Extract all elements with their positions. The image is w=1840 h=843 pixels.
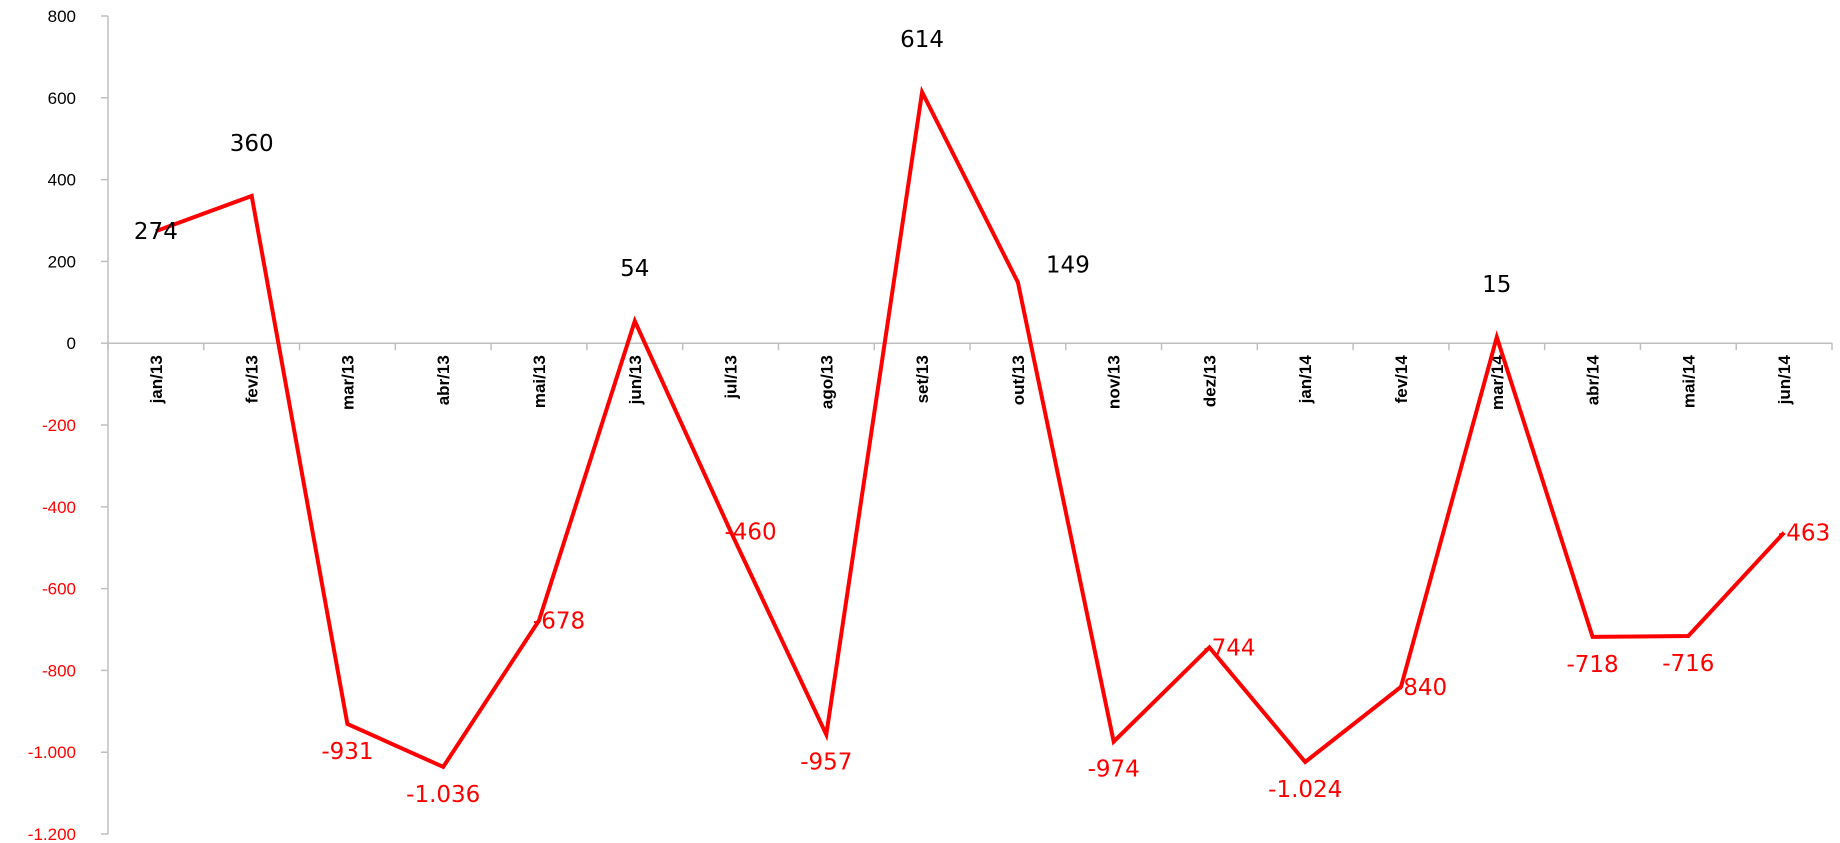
data-label: 54: [620, 256, 649, 282]
data-label: -716: [1662, 651, 1714, 677]
y-tick-label: -800: [42, 661, 76, 680]
data-label: 15: [1482, 272, 1511, 298]
y-tick-label: 800: [48, 7, 76, 26]
data-label: -974: [1088, 757, 1140, 783]
y-tick-label: -1.200: [28, 825, 76, 843]
data-label: 149: [1046, 252, 1090, 278]
x-tick-label: mai/14: [1679, 355, 1698, 408]
data-label: -931: [321, 739, 373, 765]
x-tick-label: jan/14: [1296, 355, 1315, 405]
data-label: 614: [900, 27, 944, 53]
x-tick-label: fev/14: [1392, 355, 1411, 404]
x-tick-label: mar/13: [338, 355, 357, 410]
y-tick-label: 0: [67, 334, 76, 353]
x-tick-label: jun/14: [1775, 355, 1794, 406]
x-tick-label: nov/13: [1105, 355, 1124, 409]
x-tick-label: set/13: [913, 355, 932, 403]
y-tick-label: -1.000: [28, 743, 76, 762]
y-tick-label: -400: [42, 498, 76, 517]
data-label: -460: [724, 519, 776, 545]
x-tick-label: jan/13: [147, 355, 166, 404]
x-tick-label: jun/13: [626, 355, 645, 405]
data-label: -718: [1566, 652, 1618, 678]
x-tick-label: abr/14: [1584, 355, 1603, 406]
x-tick-label: mai/13: [530, 355, 549, 408]
series-layer: [155, 85, 1786, 770]
y-tick-label: 400: [48, 171, 76, 190]
data-label: -744: [1203, 635, 1255, 661]
data-label: -957: [800, 750, 852, 776]
data-label: -678: [533, 609, 585, 635]
x-tick-label: out/13: [1009, 355, 1028, 405]
x-tick-label: abr/13: [434, 355, 453, 405]
x-tick-label: mar/14: [1488, 355, 1507, 410]
y-axis: 800 600 400 200 0 -200 -400 -600 -800 -1.000 -1.20…: [28, 7, 109, 843]
data-labels: 274 360 -931 -1.036 -678 54 -460 -957 614 149 -974…: [134, 27, 1830, 808]
x-tick-label: dez/13: [1200, 355, 1219, 407]
y-tick-label: -600: [42, 580, 76, 599]
y-tick-label: -200: [42, 416, 76, 435]
data-label: -463: [1778, 521, 1830, 547]
data-label: 360: [230, 131, 274, 157]
x-tick-label: jul/13: [722, 355, 741, 399]
x-axis: jan/13 fev/13 mar/13 abr/13 mai/13 jun/13 jul/…: [107, 342, 1833, 410]
x-tick-label: fev/13: [243, 355, 262, 403]
data-label: -1.024: [1268, 777, 1342, 803]
data-label: -840: [1395, 675, 1447, 701]
series-line: [155, 85, 1786, 770]
x-tick-label: ago/13: [817, 355, 836, 409]
data-label: 274: [134, 219, 178, 245]
data-label: -1.036: [406, 782, 480, 808]
y-tick-label: 200: [48, 252, 76, 271]
y-tick-label: 600: [48, 89, 76, 108]
